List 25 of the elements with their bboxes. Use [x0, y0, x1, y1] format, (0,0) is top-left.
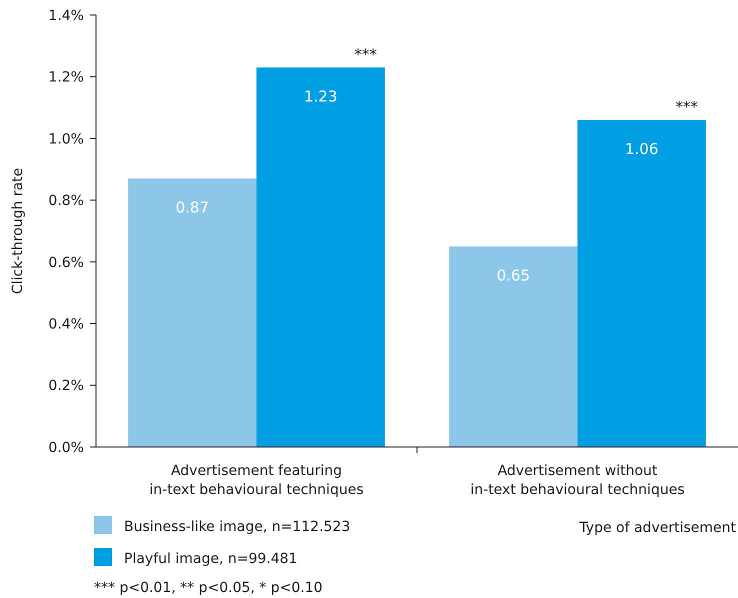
y-tick-label: 0.4%: [48, 316, 84, 332]
bar: [449, 246, 578, 447]
y-tick-label: 0.8%: [48, 193, 84, 210]
data-label: 1.23: [304, 87, 338, 106]
legend-label: Business-like image, n=112.523: [124, 519, 350, 535]
annotation: ***: [354, 45, 378, 64]
x-axis-title: Type of advertisement: [578, 520, 737, 536]
y-tick-label: 0.2%: [48, 378, 84, 394]
bar: [578, 120, 706, 447]
y-axis-title: Click-through rate: [10, 168, 26, 294]
y-tick-label: 0.6%: [48, 254, 84, 271]
y-tick-label: 0.0%: [48, 440, 84, 456]
y-tick-label: 1.2%: [48, 70, 84, 86]
text: *** p<0.01, ** p<0.05, * p<0.10: [94, 580, 323, 596]
x-tick-label: Advertisement without in-text behavioural techniques: [470, 463, 685, 498]
y-tick-label: 1.0%: [48, 131, 84, 148]
annotation: ***: [675, 98, 698, 116]
data-label: 0.65: [496, 266, 530, 284]
data-label: 1.06: [624, 140, 658, 158]
bar: [128, 178, 256, 447]
bar: [256, 67, 385, 447]
legend-label: Playful image, n=99.481: [124, 551, 298, 567]
data-label: 0.87: [176, 198, 210, 217]
x-tick-label: Advertisement featuring in-text behavioural techniques: [149, 463, 364, 498]
y-tick-label: 1.4%: [48, 8, 84, 24]
